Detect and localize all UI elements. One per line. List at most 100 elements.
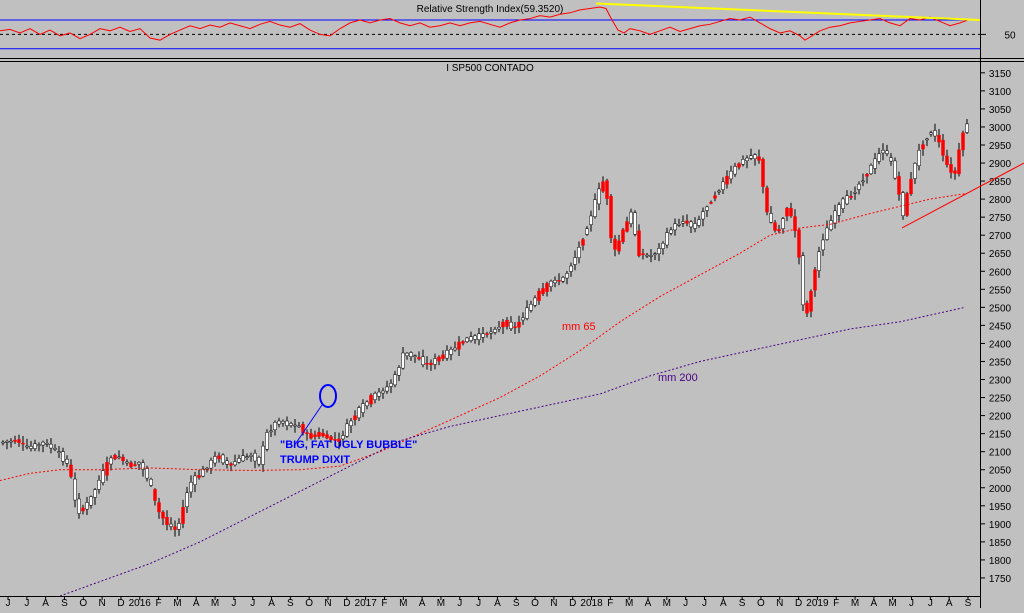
candle-body xyxy=(341,435,345,440)
candle-body xyxy=(657,248,661,254)
x-tick-label: M xyxy=(437,598,445,608)
candle-body xyxy=(97,480,101,490)
candle-body xyxy=(729,170,733,180)
candle-body xyxy=(425,363,429,365)
candle-body xyxy=(473,335,477,340)
bubble-annotation-author: TRUMP DIXIT xyxy=(280,454,350,466)
candle-body xyxy=(885,150,889,154)
candle-body xyxy=(9,440,13,443)
candle-body xyxy=(241,455,245,462)
x-tick-label: J xyxy=(928,598,933,608)
price-tick-label: 2400 xyxy=(989,339,1012,350)
candle-body xyxy=(25,445,29,448)
candle-body xyxy=(765,187,769,213)
price-tick-label: 2200 xyxy=(989,412,1012,423)
price-tick-label: 2450 xyxy=(989,321,1012,332)
x-axis: J J A S O N D 2016 F M A M J J A S O N D 2017 F M A M J J A S O N D 201… xyxy=(6,596,972,609)
x-tick-label: A xyxy=(645,598,652,608)
candle-body xyxy=(217,455,221,460)
price-tick-label: 2900 xyxy=(989,159,1012,170)
candle-body xyxy=(345,423,349,437)
candle-body xyxy=(405,352,409,356)
candle-body xyxy=(77,498,81,514)
candle-body xyxy=(961,132,965,151)
candle-body xyxy=(625,221,629,232)
candle-body xyxy=(165,516,169,525)
price-tick-label: 2100 xyxy=(989,448,1012,459)
candle-body xyxy=(801,255,805,306)
candle-body xyxy=(189,481,193,493)
candle-body xyxy=(433,358,437,365)
price-tick-label: 1750 xyxy=(989,574,1012,585)
candle-body xyxy=(673,223,677,231)
candle-body xyxy=(353,415,357,421)
price-tick-label: 3050 xyxy=(989,105,1012,116)
candle-body xyxy=(965,123,969,133)
candle-body xyxy=(913,163,917,179)
candle-body xyxy=(637,230,641,257)
candle-body xyxy=(41,441,45,446)
candle-body xyxy=(797,229,801,258)
candle-body xyxy=(369,395,373,405)
candle-body xyxy=(177,523,181,530)
candle-body xyxy=(449,348,453,355)
candle-body xyxy=(85,502,89,510)
candle-body xyxy=(129,462,133,468)
candle-body xyxy=(805,302,809,314)
candle-body xyxy=(149,478,153,486)
candle-body xyxy=(53,448,57,450)
candle-body xyxy=(281,421,285,424)
candle-body xyxy=(713,195,717,199)
candle-body xyxy=(477,333,481,340)
candle-body xyxy=(545,283,549,292)
candle-body xyxy=(701,211,705,220)
candle-body xyxy=(565,273,569,279)
price-tick-label: 3100 xyxy=(989,87,1012,98)
candle-body xyxy=(573,257,577,265)
candle-body xyxy=(661,243,665,249)
candle-body xyxy=(193,475,197,485)
candle-body xyxy=(521,317,525,321)
ma-line-mm200 xyxy=(59,306,966,597)
price-tick-label: 1850 xyxy=(989,538,1012,549)
candle-body xyxy=(709,202,713,204)
candle-body xyxy=(937,135,941,143)
candle-body xyxy=(457,341,461,350)
candle-body xyxy=(229,463,233,466)
x-tick-label: S xyxy=(513,598,520,608)
candle-body xyxy=(873,158,877,169)
candle-body xyxy=(421,356,425,365)
candle-body xyxy=(849,196,853,198)
x-tick-label: J xyxy=(683,598,688,608)
candle-body xyxy=(133,464,137,466)
price-tick-label: 2150 xyxy=(989,430,1012,441)
candle-body xyxy=(273,422,277,431)
candle-body xyxy=(493,329,497,333)
candle-body xyxy=(33,443,37,449)
candle-body xyxy=(21,442,25,445)
candle-body xyxy=(349,420,353,426)
candle-body xyxy=(249,454,253,457)
rsi-trendline-line xyxy=(595,2,981,21)
candle-body xyxy=(921,144,925,150)
x-tick-label: N xyxy=(550,598,557,608)
candle-body xyxy=(105,462,109,476)
candle-body xyxy=(869,165,873,175)
candle-body xyxy=(517,321,521,328)
x-tick-label: S xyxy=(739,598,746,608)
candle-body xyxy=(61,451,65,462)
candle-body xyxy=(209,459,213,469)
candle-body xyxy=(317,431,321,437)
candle-body xyxy=(437,356,441,362)
candle-body xyxy=(269,430,273,433)
price-tick-label: 3000 xyxy=(989,123,1012,134)
candle-body xyxy=(429,362,433,365)
x-tick-label: 2018 xyxy=(580,598,603,608)
candle-body xyxy=(377,391,381,397)
price-title: I SP500 CONTADO xyxy=(446,63,534,74)
candle-body xyxy=(833,210,837,224)
candle-body xyxy=(601,181,605,192)
candle-body xyxy=(781,218,785,229)
candle-body xyxy=(13,439,17,442)
